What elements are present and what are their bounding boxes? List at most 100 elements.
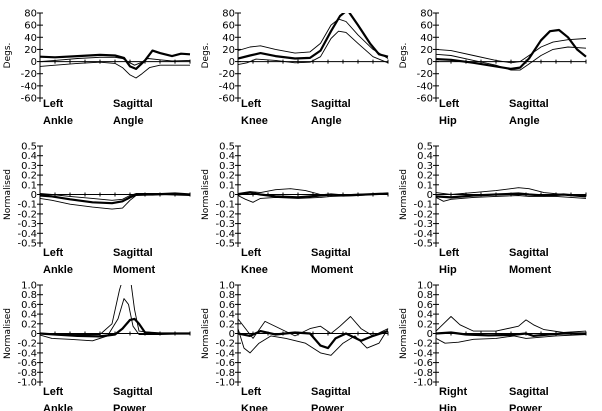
y-tick-label: -0.8 xyxy=(215,368,235,379)
y-tick-label: -0.3 xyxy=(17,219,37,230)
y-tick-label: 0 xyxy=(31,190,37,201)
y-tick-label: -0.5 xyxy=(215,239,235,250)
y-tick-label: 40 xyxy=(420,33,433,44)
y-tick-label: -0.4 xyxy=(413,348,433,359)
y-tick-label: 0.2 xyxy=(21,171,37,182)
panel-label-plane: Sagittal xyxy=(509,98,549,110)
y-tick-label: -0.2 xyxy=(17,209,37,220)
y-tick-label: 0.8 xyxy=(417,290,433,301)
series-line-band-upper xyxy=(40,193,191,201)
y-tick-label: -0.1 xyxy=(17,200,37,211)
panel-label-segment: Hip xyxy=(439,115,457,127)
series-line-band-upper xyxy=(238,316,389,339)
y-tick-label: -20 xyxy=(219,69,235,80)
y-tick-label: -0.4 xyxy=(215,348,235,359)
panel-left-knee-moment: 0.50.40.30.20.10-0.1-0.2-0.3-0.4-0.5 Norm… xyxy=(201,142,389,276)
y-tick-label: 20 xyxy=(222,45,235,56)
series-line-mean xyxy=(238,13,389,60)
y-tick-label: 80 xyxy=(420,9,433,20)
y-axis-label: Normalised xyxy=(399,308,409,359)
panel-label-quantity: Angle xyxy=(509,115,540,127)
series-line-mean xyxy=(238,330,389,350)
y-tick-label: 0.5 xyxy=(219,142,235,153)
y-tick-label: -0.1 xyxy=(215,200,235,211)
y-tick-label: 0 xyxy=(229,57,235,68)
series-line-band-lower xyxy=(436,195,587,202)
panel-label-joint: Left xyxy=(241,98,262,110)
series-line-band-lower xyxy=(436,46,587,71)
panel-label-plane: Sagittal xyxy=(311,247,351,259)
y-tick-label: 0.2 xyxy=(219,319,235,330)
y-tick-label: -60 xyxy=(219,94,235,105)
y-tick-label: -0.6 xyxy=(413,358,433,369)
y-tick-label: 0.6 xyxy=(21,300,37,311)
panel-label-plane: Sagittal xyxy=(311,98,351,110)
y-tick-label: 0.2 xyxy=(417,171,433,182)
y-tick-label: 0 xyxy=(229,329,235,340)
y-tick-label: 60 xyxy=(420,21,433,32)
y-tick-label: -1.0 xyxy=(17,378,37,389)
panel-label-segment: Knee xyxy=(241,264,268,276)
y-tick-label: -0.4 xyxy=(17,348,37,359)
y-tick-label: 0 xyxy=(427,57,433,68)
y-tick-label: 1.0 xyxy=(417,281,433,292)
series-line-mean xyxy=(436,192,587,199)
y-tick-label: 1.0 xyxy=(21,281,37,292)
y-tick-label: 0.6 xyxy=(417,300,433,311)
panel-left-hip-moment: 0.50.40.30.20.10-0.1-0.2-0.3-0.4-0.5 Norm… xyxy=(399,142,587,276)
y-tick-label: 0.4 xyxy=(219,151,235,162)
panel-label-quantity: Moment xyxy=(113,264,156,276)
y-tick-label: 0.8 xyxy=(21,290,37,301)
y-tick-label: -0.2 xyxy=(17,339,37,350)
y-tick-label: 20 xyxy=(24,45,37,56)
panel-label-plane: Sagittal xyxy=(311,386,351,398)
panel-label-quantity: Power xyxy=(113,403,147,411)
y-tick-label: 0 xyxy=(31,329,37,340)
y-tick-label: -0.2 xyxy=(215,339,235,350)
panel-label-segment: Hip xyxy=(439,403,457,411)
panel-label-plane: Sagittal xyxy=(509,247,549,259)
y-tick-label: -0.5 xyxy=(17,239,37,250)
y-tick-label: -20 xyxy=(417,69,433,80)
y-tick-label: 0.4 xyxy=(21,151,37,162)
y-tick-label: 0.5 xyxy=(417,142,433,153)
y-tick-label: 80 xyxy=(222,9,235,20)
y-tick-label: 0.1 xyxy=(21,180,37,191)
panel-label-segment: Knee xyxy=(241,115,268,127)
y-tick-label: 1.0 xyxy=(219,281,235,292)
series-line-band-lower xyxy=(238,193,389,203)
y-tick-label: 60 xyxy=(24,21,37,32)
y-tick-label: 0.4 xyxy=(417,310,433,321)
y-tick-label: -0.2 xyxy=(413,209,433,220)
y-tick-label: 0.8 xyxy=(219,290,235,301)
series-line-band-lower xyxy=(40,298,191,342)
y-tick-label: 60 xyxy=(222,21,235,32)
series-line-band-upper xyxy=(238,18,389,59)
panel-label-joint: Left xyxy=(241,386,262,398)
series-line-mean xyxy=(436,331,586,337)
panel-label-quantity: Moment xyxy=(509,264,552,276)
y-tick-label: 0 xyxy=(31,57,37,68)
panel-label-joint: Left xyxy=(43,386,64,398)
y-tick-label: -0.3 xyxy=(413,219,433,230)
y-tick-label: -1.0 xyxy=(413,378,433,389)
y-tick-label: -20 xyxy=(21,69,37,80)
panel-label-quantity: Angle xyxy=(113,115,144,127)
panel-label-joint: Left xyxy=(241,247,262,259)
y-tick-label: -60 xyxy=(21,94,37,105)
series-line-band-lower xyxy=(40,194,191,210)
y-tick-label: 0.1 xyxy=(417,180,433,191)
panel-label-joint: Right xyxy=(439,386,467,398)
y-tick-label: 0 xyxy=(229,190,235,201)
series-line-band-lower xyxy=(40,61,190,79)
panel-label-plane: Sagittal xyxy=(113,247,153,259)
panel-left-ankle-power: 1.00.80.60.40.20-0.2-0.4-0.6-0.8-1.0 Norm… xyxy=(3,281,191,411)
series-line-band-lower xyxy=(238,328,389,356)
y-tick-label: -60 xyxy=(417,94,433,105)
panel-label-plane: Sagittal xyxy=(113,386,153,398)
series-line-band-upper xyxy=(238,188,389,196)
y-tick-label: -0.6 xyxy=(215,358,235,369)
